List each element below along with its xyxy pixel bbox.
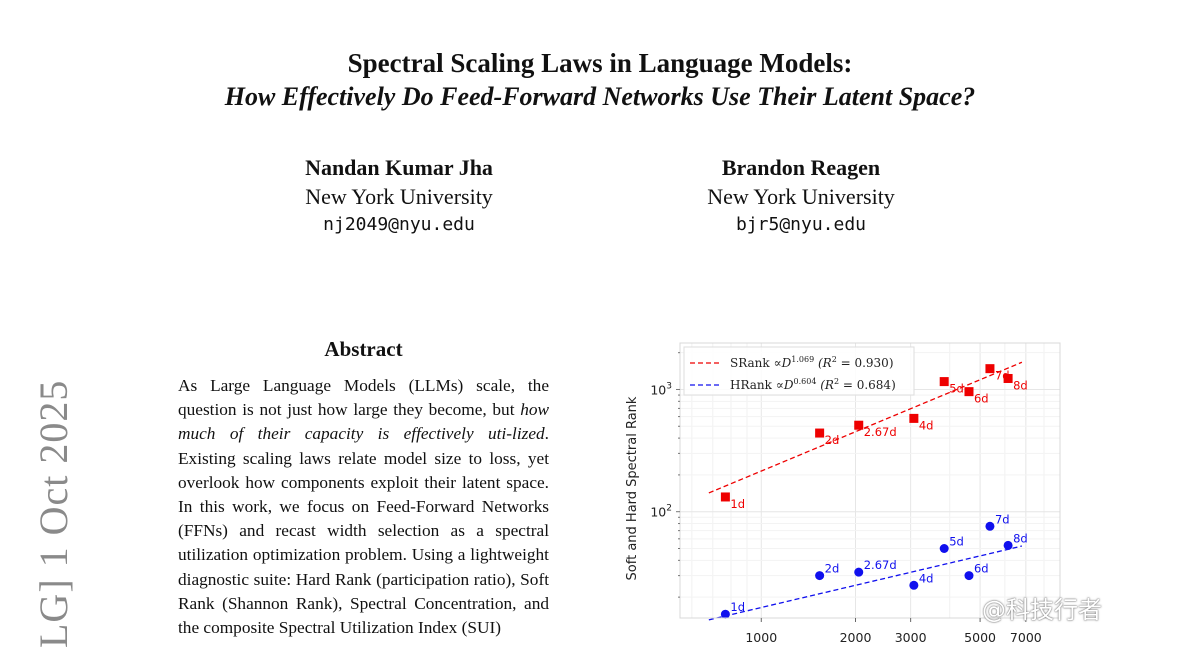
author-name: Brandon Reagen (721, 155, 881, 180)
abstract-heading: Abstract (324, 337, 403, 361)
data-point-srank (964, 387, 974, 397)
author-block-1: Nandan Kumar Jha New York University nj2… (219, 153, 579, 239)
data-point-hrank (854, 567, 864, 577)
x-tick-label: 7000 (1010, 630, 1042, 645)
data-point-srank (985, 364, 995, 374)
author-affiliation: New York University (305, 184, 493, 209)
data-point-label: 6d (974, 562, 989, 576)
data-point-label: 1d (730, 497, 745, 511)
data-point-hrank (964, 571, 974, 581)
y-tick-label: 102 (650, 504, 672, 520)
x-tick-label: 3000 (895, 630, 927, 645)
y-tick-label: 103 (650, 381, 672, 397)
paper-title-line-2: How Effectively Do Feed-Forward Networks… (224, 82, 976, 111)
axis-labels-layer: 1000 2000 3000 5000 7000 102 103 Soft and Hard … (625, 352, 1042, 645)
x-tick-label: 1000 (745, 630, 777, 645)
data-point-label: 4d (919, 418, 934, 432)
data-point-label: 8d (1013, 531, 1028, 545)
data-point-label: 6d (974, 392, 989, 406)
data-point-label: 4d (919, 571, 934, 585)
abstract-text-part-2: . Existing scaling laws relate model siz… (178, 424, 549, 638)
data-point-label: 5d (949, 534, 964, 548)
data-point-label: 5d (949, 382, 964, 396)
x-tick-label: 2000 (840, 630, 872, 645)
data-point-hrank (985, 521, 995, 531)
data-point-label: 2d (825, 562, 840, 576)
data-point-srank (854, 420, 864, 430)
data-point-srank (939, 377, 949, 387)
fit-line-hrank (708, 545, 1023, 621)
data-point-label: 1d (730, 600, 745, 614)
legend: SRank ∝D1.069 (R2 = 0.930) HRank ∝D0.604 … (683, 346, 915, 396)
author-name: Nandan Kumar Jha (305, 155, 493, 180)
data-point-srank (720, 492, 730, 502)
abstract-text-italic: how much of their capacity is effectivel… (178, 400, 549, 444)
data-point-srank (815, 428, 825, 438)
author-block-2: Brandon Reagen New York University bjr5@… (621, 153, 981, 239)
data-point-hrank (939, 543, 949, 553)
legend-box (683, 346, 915, 396)
data-point-hrank (1003, 540, 1013, 550)
y-axis-label: Soft and Hard Spectral Rank (625, 396, 640, 580)
data-point-hrank (815, 571, 825, 581)
plot-frame (679, 342, 1061, 619)
watermark-text: @科技行者 (982, 596, 1102, 624)
data-point-srank (909, 413, 919, 423)
data-point-hrank (909, 580, 919, 590)
data-point-label: 8d (1013, 378, 1028, 392)
data-point-srank (1003, 373, 1013, 383)
abstract-text-part-1: As Large Language Models (LLMs) scale, t… (178, 376, 549, 420)
data-point-label: 2.67d (864, 425, 897, 439)
legend-entry: SRank ∝D1.069 (R2 = 0.930) (730, 355, 894, 370)
abstract-paragraph: As Large Language Models (LLMs) scale, t… (178, 374, 549, 640)
author-email[interactable]: nj2049@nyu.edu (323, 214, 475, 235)
author-affiliation: New York University (707, 184, 895, 209)
fit-line-srank (708, 361, 1023, 494)
author-email[interactable]: bjr5@nyu.edu (735, 214, 867, 235)
x-tick-label: 5000 (964, 630, 996, 645)
fit-lines-layer (708, 361, 1023, 621)
arxiv-side-stamp: LG] 1 Oct 2025 (31, 379, 76, 648)
legend-entry: HRank ∝D0.604 (R2 = 0.684) (730, 377, 896, 392)
paper-title-line-1: Spectral Scaling Laws in Language Models… (347, 48, 853, 78)
grid-layer (680, 343, 1061, 618)
abstract-body: As Large Language Models (LLMs) scale, t… (178, 374, 549, 640)
data-point-label: 2d (825, 433, 840, 447)
data-point-label: 2.67d (864, 558, 897, 572)
data-point-hrank (720, 609, 730, 619)
data-point-label: 7d (995, 512, 1010, 526)
